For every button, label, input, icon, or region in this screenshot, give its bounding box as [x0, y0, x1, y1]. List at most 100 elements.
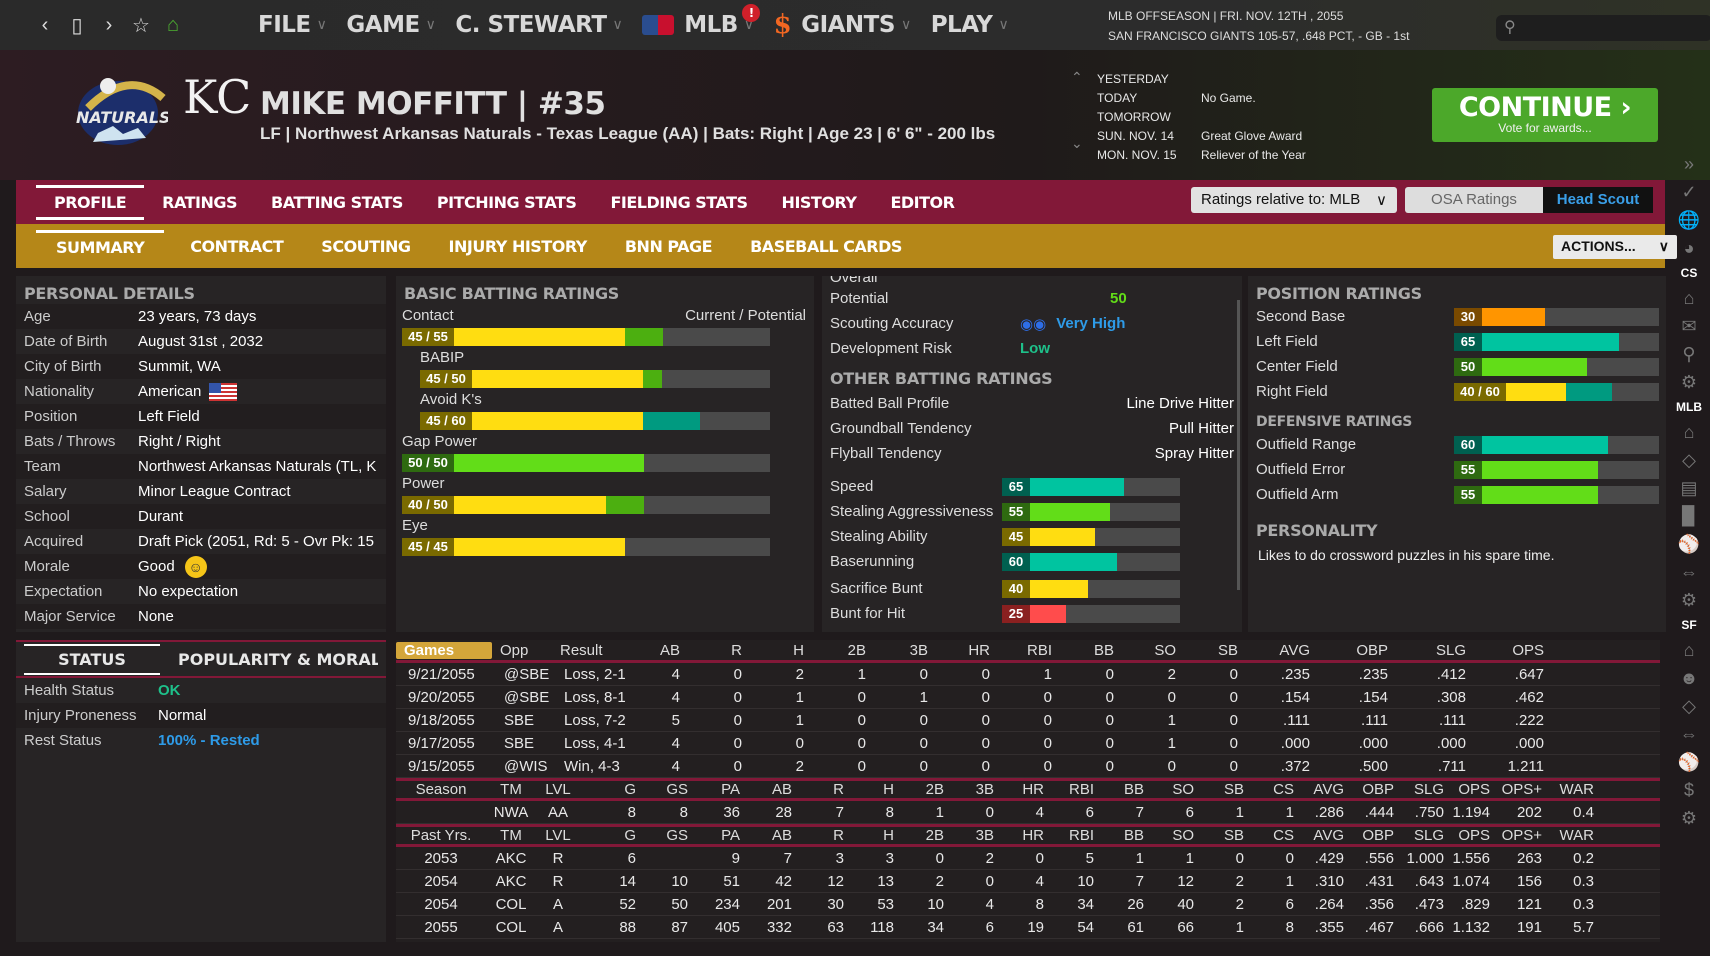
rating-label: Avoid K's	[420, 391, 482, 408]
date-info: MLB OFFSEASON | FRI. NOV. 12TH , 2055 SA…	[1108, 9, 1410, 43]
rating-bar: 25	[1002, 604, 1180, 623]
tab-history[interactable]: HISTORY	[781, 192, 857, 212]
tab-editor[interactable]: EDITOR	[890, 192, 955, 212]
detail-row: School Durant	[16, 504, 386, 529]
rating-bar: 40	[1002, 579, 1180, 598]
home-icon[interactable]: ⌂	[1683, 422, 1695, 442]
gear-icon[interactable]: ⚙	[1680, 808, 1698, 828]
section-title: PERSONALITY	[1256, 521, 1378, 540]
tab-ratings[interactable]: RATINGS	[162, 192, 238, 212]
lightbulb-icon[interactable]: ◕	[1683, 238, 1695, 258]
star-icon[interactable]: ☆	[132, 14, 150, 37]
mail-icon[interactable]: ✉	[1681, 316, 1697, 336]
chart-icon[interactable]: ▉	[1682, 506, 1696, 526]
smiley-icon: ☺	[184, 555, 207, 578]
tab-fielding-stats[interactable]: FIELDING STATS	[610, 192, 748, 212]
chevron-right-icon: ›	[1620, 92, 1632, 123]
rating-bar: 45 / 55	[402, 328, 770, 346]
card-icon[interactable]: ▤	[1680, 478, 1698, 498]
home-icon[interactable]: ⌂	[1683, 640, 1695, 660]
top-menu-bar: ‹ ▯ › ☆ ⌂ FILE ∨ GAME ∨ C. STEWART ∨ MLB! ∨ …	[0, 0, 1710, 50]
page-icon[interactable]: ▯	[71, 14, 83, 37]
osa-ratings-toggle[interactable]: OSA Ratings	[1405, 187, 1543, 213]
forward-icon[interactable]: ›	[105, 13, 113, 36]
chevron-down-icon: ∨	[998, 17, 1009, 33]
notification-badge: !	[742, 4, 761, 22]
rating-row: Stealing Aggressiveness 55	[822, 499, 1242, 524]
check-icon[interactable]: ✓	[1681, 182, 1697, 202]
back-icon[interactable]: ‹	[41, 13, 49, 36]
rating-bar: 45	[1002, 527, 1180, 546]
detail-row: Morale Good ☺	[16, 554, 386, 579]
tab-profile[interactable]: PROFILE	[36, 184, 145, 220]
tab-scouting[interactable]: SCOUTING	[321, 236, 411, 256]
chevron-down-icon[interactable]: ⌄	[1071, 135, 1083, 151]
schedule-row: MON. NOV. 15 Reliever of the Year	[1097, 148, 1306, 162]
player-header: NATURALS KC MIKE MOFFITT | #35 LF | Nort…	[0, 50, 1710, 180]
section-title: DEFENSIVE RATINGS	[1256, 414, 1413, 430]
chevron-up-icon[interactable]: ⌃	[1071, 69, 1083, 85]
home-icon[interactable]: ⌂	[166, 13, 180, 36]
rating-label: Power	[402, 475, 445, 492]
defensive-rating-row: Outfield Arm 55	[1248, 482, 1666, 507]
tab-popularity-morale[interactable]: POPULARITY & MORALE	[178, 649, 378, 669]
tab-summary[interactable]: SUMMARY	[36, 230, 165, 262]
actions-button[interactable]: ACTIONS... ∨	[1553, 235, 1677, 259]
continue-button[interactable]: CONTINUE › Vote for awards...	[1432, 88, 1658, 142]
gear-icon[interactable]: ⚙	[1680, 590, 1698, 610]
basic-batting-panel: BASIC BATTING RATINGS Contact Current / P…	[396, 276, 814, 632]
dollar-icon[interactable]: $	[1683, 780, 1694, 800]
home-icon[interactable]: ⌂	[1683, 288, 1695, 308]
tab-injury-history[interactable]: INJURY HISTORY	[448, 236, 588, 256]
trade-icon[interactable]: ⇔	[1680, 562, 1698, 582]
tab-batting-stats[interactable]: BATTING STATS	[271, 192, 403, 212]
rating-bar: 45 / 45	[402, 538, 770, 556]
table-row: 9/15/2055 @WIS Win, 4-3 4 0 2 0 0 0 0 0 0 0.372.500.…	[396, 755, 1660, 778]
menu-mlb[interactable]: MLB! ∨	[642, 4, 761, 38]
scouting-accuracy-row: Scouting Accuracy ◉◉ Very High	[830, 315, 1126, 333]
tab-baseball-cards[interactable]: BASEBALL CARDS	[750, 236, 902, 256]
scrollbar[interactable]	[1237, 300, 1240, 590]
diamond-icon[interactable]: ◇	[1682, 696, 1696, 716]
menu-file[interactable]: FILE ∨	[258, 12, 327, 38]
us-flag-icon	[209, 382, 238, 401]
rating-bar: 60	[1454, 435, 1659, 454]
ratings-relative-select[interactable]: Ratings relative to: MLB ∨	[1191, 187, 1397, 213]
menu-game[interactable]: GAME ∨	[346, 12, 436, 38]
head-scout-toggle[interactable]: Head Scout	[1543, 187, 1653, 213]
chevron-down-icon: ∨	[612, 17, 623, 33]
chevron-down-icon: ∨	[900, 17, 911, 33]
globe-icon[interactable]: 🌐	[1677, 210, 1701, 230]
gear-icon[interactable]: ⚙	[1680, 372, 1698, 392]
tab-status[interactable]: STATUS	[24, 643, 160, 675]
rating-bar: 60	[1002, 552, 1180, 571]
detail-row: Age 23 years, 73 days	[16, 304, 386, 329]
rating-bar: 45 / 60	[420, 412, 770, 430]
expand-icon[interactable]: »	[1683, 154, 1694, 174]
staff-icon[interactable]: ☻	[1679, 668, 1699, 688]
rating-row: Baserunning 60	[822, 549, 1242, 574]
baseball-icon[interactable]: ⚾	[1677, 752, 1701, 772]
tab-contract[interactable]: CONTRACT	[190, 236, 284, 256]
search-input[interactable]: ⚲	[1496, 15, 1710, 41]
tab-pitching-stats[interactable]: PITCHING STATS	[436, 192, 577, 212]
rating-row: Bunt for Hit 25	[822, 601, 1242, 626]
trade-icon[interactable]: ⇔	[1680, 724, 1698, 744]
position-rating-row: Left Field 65	[1248, 329, 1666, 354]
tab-bnn-page[interactable]: BNN PAGE	[624, 236, 713, 256]
diamond-icon[interactable]: ◇	[1682, 450, 1696, 470]
table-row: 9/18/2055 SBE Loss, 7-2 5 0 1 0 0 0 0 0 1 0.111.111.…	[396, 709, 1660, 732]
secondary-tabs: SUMMARY CONTRACT SCOUTING INJURY HISTORY…	[16, 224, 1677, 268]
season-row: NWA AA 8 8 36 28 7 8 1 0 4 6 7 6 1 1.286.444.750 1.194 20…	[396, 801, 1660, 824]
menu-play[interactable]: PLAY ∨	[930, 12, 1009, 38]
player-name: MIKE MOFFITT | #35	[260, 86, 606, 122]
schedule-row: TOMORROW	[1097, 110, 1171, 124]
menu-giants[interactable]: $ GIANTS ∨	[773, 10, 912, 40]
potential-row: Potential 50	[830, 290, 1127, 307]
svg-text:NATURALS: NATURALS	[76, 108, 168, 127]
rating-bar: 30	[1454, 307, 1659, 326]
search-icon[interactable]: ⚲	[1682, 344, 1696, 364]
menu-manager[interactable]: C. STEWART ∨	[455, 12, 623, 38]
games-select[interactable]: Games	[396, 641, 492, 659]
baseball-icon[interactable]: ⚾	[1677, 534, 1701, 554]
